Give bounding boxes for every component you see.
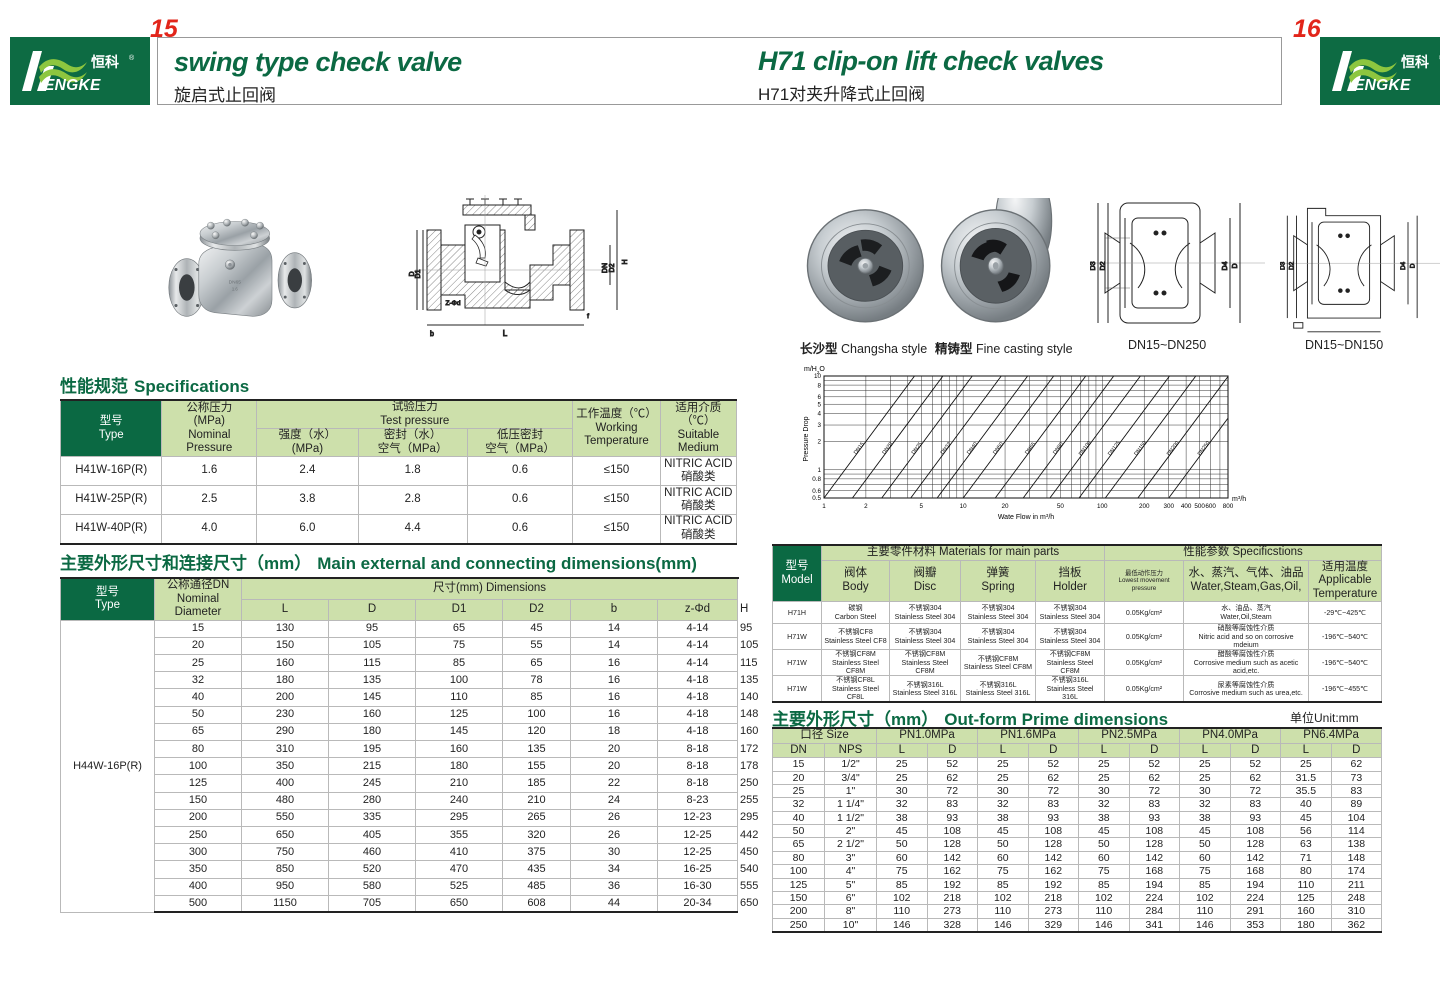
svg-text:100: 100 <box>1097 503 1108 510</box>
svg-text:m3/h: m3/h <box>1232 495 1246 504</box>
svg-text:4: 4 <box>817 411 821 418</box>
svg-text:8: 8 <box>817 382 821 389</box>
svg-text:DN200: DN200 <box>1166 440 1181 457</box>
svg-text:D2: D2 <box>609 263 616 272</box>
svg-text:1: 1 <box>822 503 826 510</box>
svg-text:D2: D2 <box>1289 261 1296 270</box>
svg-text:D: D <box>1232 263 1239 268</box>
svg-text:®: ® <box>129 54 135 62</box>
svg-text:D3: D3 <box>1090 261 1097 270</box>
svg-text:D3: D3 <box>1280 261 1287 270</box>
svg-text:DN: DN <box>602 263 609 273</box>
svg-text:300: 300 <box>1163 503 1174 510</box>
svg-text:20: 20 <box>1002 503 1010 510</box>
svg-text:6: 6 <box>817 394 821 401</box>
svg-text:b: b <box>430 331 434 338</box>
svg-text:800: 800 <box>1223 503 1234 510</box>
svg-text:0.6: 0.6 <box>812 488 821 495</box>
svg-text:1.6: 1.6 <box>232 287 238 292</box>
svg-text:50: 50 <box>1057 503 1065 510</box>
svg-text:f: f <box>587 313 589 320</box>
svg-text:200: 200 <box>1139 503 1150 510</box>
svg-text:3: 3 <box>817 422 821 429</box>
svg-text:Pressure Drop: Pressure Drop <box>803 416 810 461</box>
svg-text:DN100: DN100 <box>1078 440 1093 457</box>
svg-text:400: 400 <box>1181 503 1192 510</box>
svg-text:600: 600 <box>1205 503 1216 510</box>
svg-text:ENGKE: ENGKE <box>1354 77 1411 94</box>
svg-text:1: 1 <box>817 467 821 474</box>
svg-text:D: D <box>1409 263 1416 268</box>
svg-text:D1: D1 <box>415 269 422 278</box>
svg-text:DN150: DN150 <box>1133 440 1148 457</box>
svg-text:L: L <box>503 329 508 338</box>
svg-text:10: 10 <box>960 503 968 510</box>
svg-text:0.8: 0.8 <box>812 476 821 483</box>
svg-text:恒科: 恒科 <box>91 54 119 70</box>
svg-text:2: 2 <box>817 439 821 446</box>
svg-text:Wate Flow in m3/h: Wate Flow in m3/h <box>998 513 1054 522</box>
svg-text:DN250: DN250 <box>1197 440 1212 457</box>
svg-text:500: 500 <box>1194 503 1205 510</box>
svg-text:DN125: DN125 <box>1107 440 1122 457</box>
svg-text:0.5: 0.5 <box>812 495 821 502</box>
svg-text:5: 5 <box>920 503 924 510</box>
svg-text:5: 5 <box>817 401 821 408</box>
svg-text:恒科: 恒科 <box>1401 54 1429 70</box>
svg-text:Z-Φd: Z-Φd <box>446 300 461 307</box>
svg-text:D4: D4 <box>1400 261 1407 270</box>
svg-text:ENGKE: ENGKE <box>44 77 101 94</box>
svg-text:H: H <box>622 259 629 264</box>
svg-text:D2: D2 <box>1100 261 1107 270</box>
svg-text:2: 2 <box>864 503 868 510</box>
svg-text:DN65: DN65 <box>229 279 242 285</box>
svg-text:D4: D4 <box>1222 261 1229 270</box>
